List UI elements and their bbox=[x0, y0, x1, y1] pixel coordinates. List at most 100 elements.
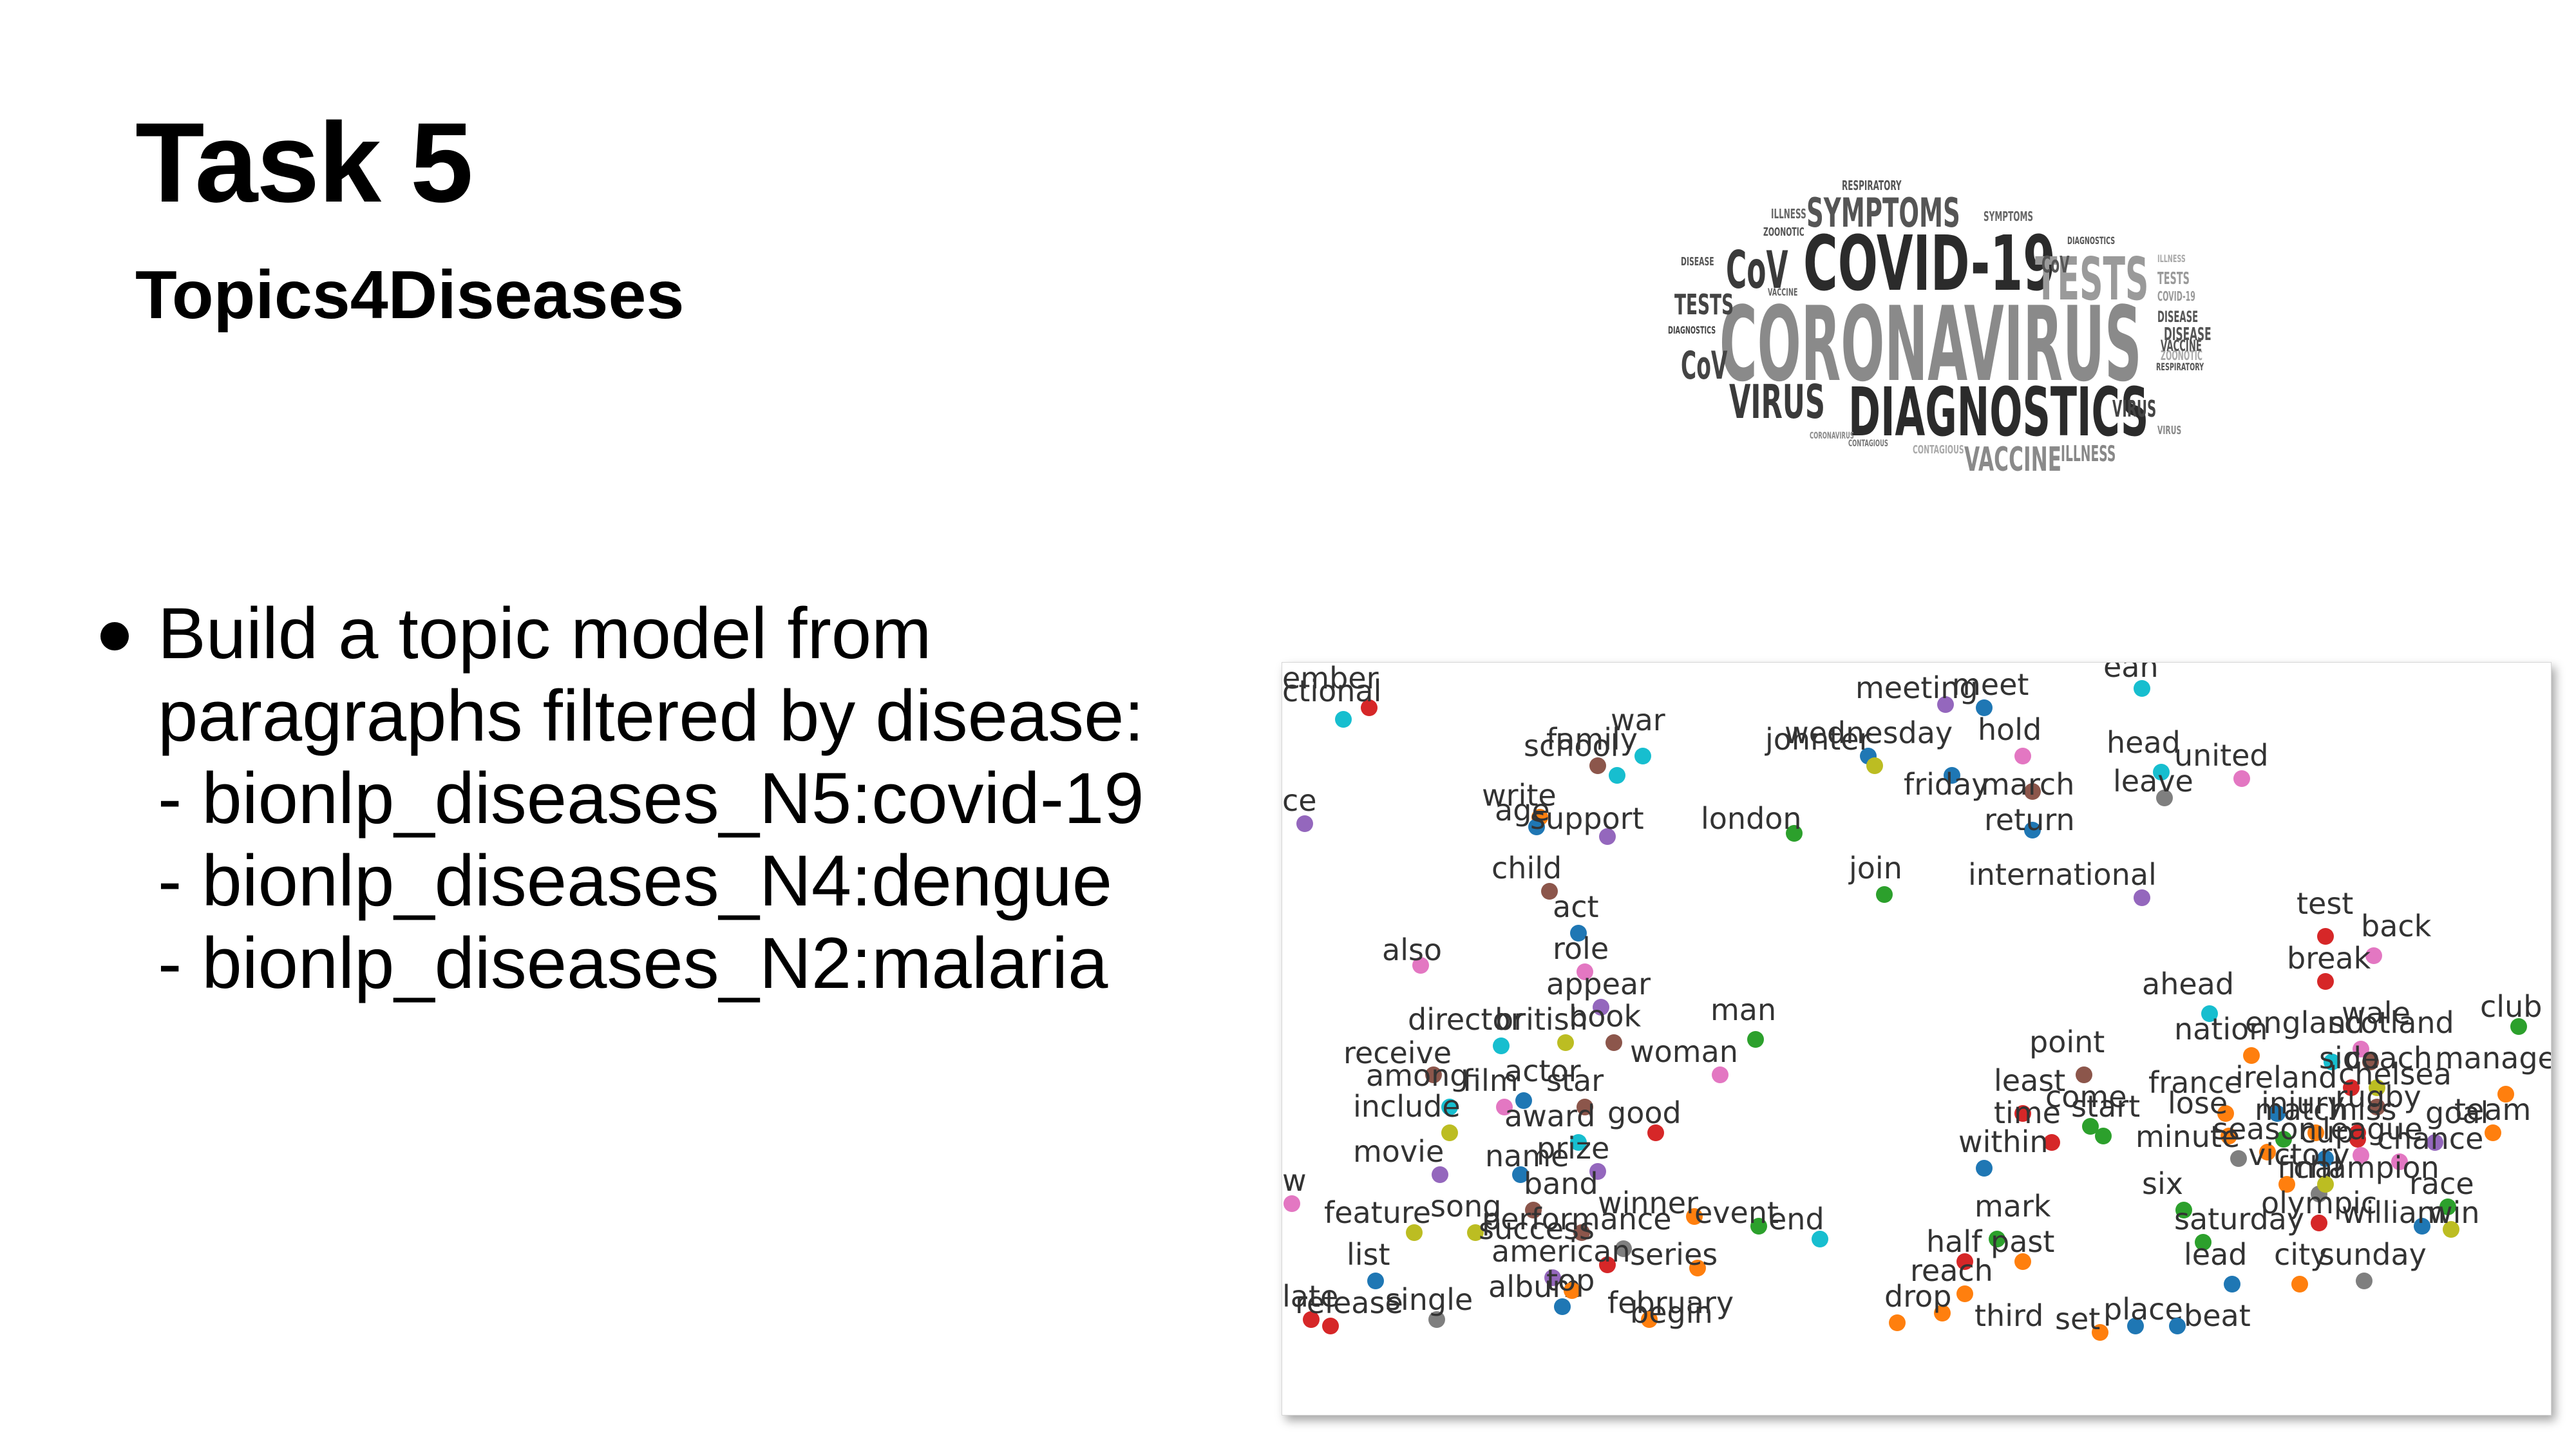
wordcloud-word: DIAGNOSTICS bbox=[2067, 234, 2116, 247]
scatter-point: break bbox=[2287, 941, 2371, 990]
scatter-point: wale bbox=[2342, 996, 2410, 1057]
scatter-word-label: olympic bbox=[2261, 1186, 2377, 1220]
scatter-dot bbox=[1496, 1099, 1513, 1115]
scatter-dot bbox=[1557, 1034, 1574, 1051]
scatter-dot bbox=[1525, 1202, 1542, 1218]
scatter-dot bbox=[1303, 1311, 1320, 1328]
scatter-point: olympic bbox=[2261, 1186, 2377, 1231]
scatter-point: nation bbox=[2174, 1012, 2268, 1064]
scatter-word-label: february bbox=[1607, 1285, 1734, 1320]
scatter-point: single bbox=[1385, 1282, 1473, 1328]
scatter-point: prize bbox=[1537, 1131, 1609, 1180]
scatter-point: coach bbox=[2345, 1041, 2432, 1096]
scatter-word-label: chelsea bbox=[2338, 1057, 2452, 1092]
scatter-word-label: join bbox=[1848, 851, 1902, 886]
wordcloud-word: CONTAGIOUS bbox=[1913, 443, 1964, 457]
scatter-dot bbox=[1944, 767, 1960, 784]
scatter-point: winner bbox=[1598, 1186, 1703, 1225]
scatter-word-label: drop bbox=[1884, 1279, 1951, 1314]
scatter-point: woman bbox=[1630, 1034, 1738, 1083]
scatter-point: drop bbox=[1884, 1279, 1951, 1321]
scatter-dot bbox=[1425, 1066, 1442, 1083]
scatter-word-label: good bbox=[1607, 1095, 1681, 1130]
scatter-point: join bbox=[1848, 851, 1902, 903]
scatter-point: chance bbox=[2377, 1121, 2483, 1170]
scatter-word-label: release bbox=[1295, 1285, 1403, 1320]
scatter-word-label: performance bbox=[1482, 1202, 1672, 1236]
scatter-point: man bbox=[1710, 992, 1776, 1048]
wordcloud-word: VACCINE bbox=[1768, 286, 1798, 298]
scatter-word-label: wale bbox=[2342, 996, 2410, 1030]
scatter-point: hold bbox=[1978, 712, 2041, 764]
wordcloud-word: ILLNESS bbox=[2061, 441, 2116, 467]
scatter-dot bbox=[2356, 1273, 2372, 1289]
scatter-dot bbox=[2156, 790, 2173, 806]
scatter-dot bbox=[2230, 1150, 2247, 1167]
scatter-point: wednesday bbox=[1785, 715, 1953, 764]
scatter-point: begin bbox=[1630, 1295, 1713, 1330]
scatter-word-label: song bbox=[1430, 1189, 1501, 1224]
topic-word-scatter-plot: ember ctional meeting meet ean family war schoo… bbox=[1282, 662, 2552, 1416]
scatter-dot bbox=[1589, 757, 1606, 774]
scatter-dot bbox=[1554, 1298, 1571, 1315]
scatter-word-label: child bbox=[1492, 851, 1562, 886]
scatter-dot bbox=[2317, 1176, 2334, 1193]
scatter-word-label: success bbox=[1479, 1211, 1595, 1246]
scatter-point: support bbox=[1530, 801, 1644, 845]
scatter-point: start bbox=[2071, 1089, 2140, 1144]
scatter-word-label: march bbox=[1981, 767, 2074, 802]
scatter-point: ember bbox=[1282, 663, 1379, 716]
scatter-point: end bbox=[1768, 1202, 1828, 1247]
scatter-word-label: wednesday bbox=[1785, 715, 1953, 750]
scatter-point: lose bbox=[2168, 1086, 2237, 1144]
scatter-dot bbox=[1541, 883, 1558, 900]
wordcloud-word: RESPIRATORY bbox=[2156, 361, 2204, 373]
scatter-point: march bbox=[1981, 767, 2074, 802]
scatter-dot bbox=[2278, 1176, 2295, 1193]
scatter-word-label: half bbox=[1926, 1224, 1983, 1259]
scatter-word-label: begin bbox=[1630, 1295, 1713, 1330]
scatter-word-label: injury bbox=[2261, 1086, 2345, 1121]
scatter-word-label: woman bbox=[1630, 1034, 1738, 1069]
scatter-word-label: film bbox=[1463, 1063, 1519, 1098]
wordcloud-word: DISEASE bbox=[1681, 255, 1714, 269]
wordcloud-word: ZOONOTIC bbox=[2161, 348, 2202, 363]
scatter-point: award bbox=[1504, 1099, 1595, 1151]
scatter-point: song bbox=[1430, 1189, 1501, 1241]
scatter-dot bbox=[2362, 1054, 2379, 1070]
wordcloud-word: SYMPTOMS bbox=[1984, 209, 2034, 224]
scatter-point: band bbox=[1524, 1166, 1598, 1218]
scatter-word-label: test bbox=[2297, 886, 2353, 921]
scatter-word-label: william bbox=[2342, 1195, 2446, 1230]
scatter-word-label: star bbox=[1546, 1063, 1604, 1098]
scatter-point: friday bbox=[1904, 767, 1989, 802]
wordcloud-word: DIAGNOSTICS bbox=[1848, 373, 2149, 451]
scatter-word-label: series bbox=[1630, 1237, 1718, 1272]
scatter-point: among bbox=[1366, 1058, 1469, 1115]
wordcloud-word: CoV bbox=[1681, 343, 1728, 388]
scatter-dot bbox=[1367, 1273, 1384, 1289]
scatter-point: head bbox=[2107, 725, 2181, 781]
scatter-dot bbox=[2497, 1086, 2514, 1103]
scatter-point: third bbox=[1889, 1298, 2043, 1333]
scatter-point: saturday bbox=[2174, 1202, 2304, 1251]
scatter-dot bbox=[1432, 1166, 1448, 1183]
scatter-word-label: johnter bbox=[1765, 722, 1871, 757]
scatter-dot bbox=[1876, 886, 1893, 903]
scatter-dot bbox=[2169, 1318, 2186, 1334]
scatter-word-label: among bbox=[1366, 1058, 1469, 1093]
scatter-word-label: prize bbox=[1537, 1131, 1609, 1166]
scatter-dot bbox=[1512, 1166, 1529, 1183]
scatter-dot bbox=[2353, 1041, 2369, 1057]
scatter-dot bbox=[1989, 1231, 2005, 1247]
scatter-word-label: six bbox=[2142, 1166, 2183, 1201]
scatter-dot bbox=[1361, 699, 1378, 716]
scatter-point: chelsea bbox=[2338, 1057, 2452, 1115]
scatter-dot bbox=[1441, 1099, 1458, 1115]
scatter-dot bbox=[1441, 1124, 1458, 1141]
scatter-dot bbox=[1570, 925, 1587, 942]
scatter-point: goal bbox=[2425, 1095, 2488, 1151]
scatter-dot bbox=[2043, 1134, 2060, 1151]
scatter-point: minute bbox=[2136, 1119, 2247, 1167]
